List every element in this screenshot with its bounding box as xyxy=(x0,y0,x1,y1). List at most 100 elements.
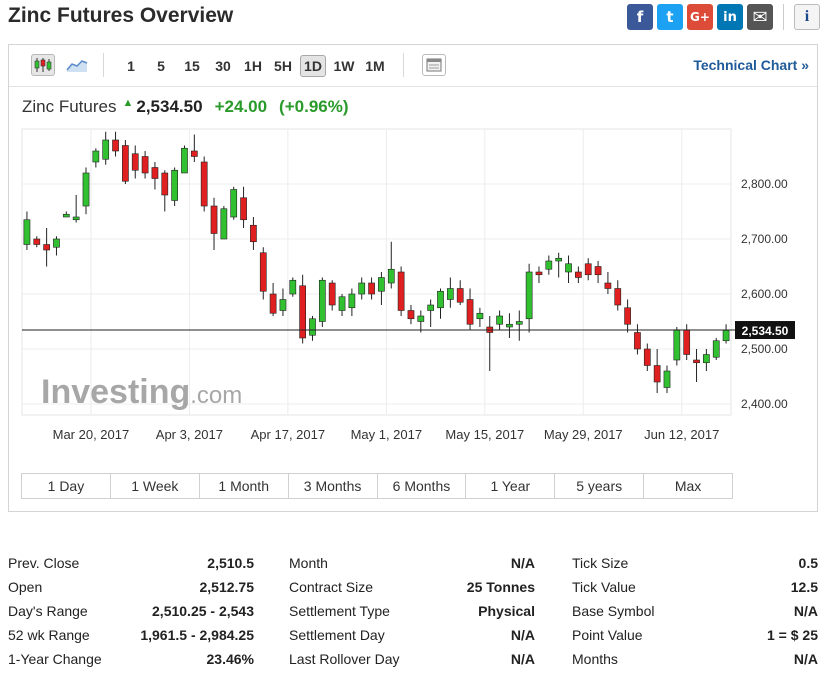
candle-body xyxy=(545,260,553,270)
x-tick-label: May 1, 2017 xyxy=(351,427,423,442)
stat-value: 2,510.5 xyxy=(207,555,254,571)
range-6-months[interactable]: 6 Months xyxy=(378,474,467,498)
candle-body xyxy=(378,277,385,292)
range-3-months[interactable]: 3 Months xyxy=(289,474,378,498)
interval-1d[interactable]: 1D xyxy=(300,55,326,77)
range-1-month[interactable]: 1 Month xyxy=(200,474,289,498)
x-tick-label: Jun 12, 2017 xyxy=(644,427,719,442)
interval-5[interactable]: 5 xyxy=(157,58,165,74)
candle-body xyxy=(279,299,287,311)
plot-frame xyxy=(21,128,732,416)
stat-value: 0.5 xyxy=(798,555,818,571)
range-1-day[interactable]: 1 Day xyxy=(22,474,111,498)
stat-value: 2,510.25 - 2,543 xyxy=(152,603,254,619)
range-max[interactable]: Max xyxy=(674,478,702,494)
candle-body xyxy=(358,282,366,295)
twitter-icon[interactable]: t xyxy=(657,4,683,30)
area-chart-icon[interactable] xyxy=(65,54,89,76)
stat-label: Base Symbol xyxy=(572,603,655,619)
stats-column-3: Tick Size 0.5 Tick Value 12.5 Base Symbol N… xyxy=(572,551,818,671)
investing-watermark: Investing.com xyxy=(41,373,242,411)
quote-line: Zinc Futures ▲ 2,534.50 +24.00 (+0.96%) xyxy=(22,97,349,117)
candle-body xyxy=(131,153,139,171)
stat-row: Settlement Type Physical xyxy=(289,599,535,623)
candle-body xyxy=(112,139,119,152)
x-tick-label: May 15, 2017 xyxy=(445,427,524,442)
stat-row: Open 2,512.75 xyxy=(8,575,254,599)
candle-body xyxy=(43,244,50,251)
stat-label: Day's Range xyxy=(8,603,88,619)
candle-body xyxy=(417,315,425,322)
candle-body xyxy=(722,329,730,342)
candle-body xyxy=(328,282,336,306)
range-5-years[interactable]: 5 years xyxy=(555,474,645,498)
candle-body xyxy=(190,150,198,157)
current-price-label: 2,534.50 xyxy=(742,324,789,338)
current-price-label-bg xyxy=(735,321,795,340)
interval-30[interactable]: 30 xyxy=(215,58,231,74)
candle-body xyxy=(309,318,316,336)
stat-label: Open xyxy=(8,579,43,595)
share-divider xyxy=(783,4,784,30)
interval-1m[interactable]: 1M xyxy=(365,58,385,74)
candle-body xyxy=(259,252,267,292)
candle-body xyxy=(289,279,297,295)
stat-value: N/A xyxy=(793,603,818,619)
candle-body xyxy=(181,147,188,174)
stat-label: Prev. Close xyxy=(8,555,80,571)
stat-row: Point Value 1 = $ 25 xyxy=(572,623,818,647)
stat-row: Base Symbol N/A xyxy=(572,599,818,623)
technical-chart-link[interactable]: Technical Chart » xyxy=(693,57,809,73)
x-tick-label: Mar 20, 2017 xyxy=(53,427,130,442)
stat-row: Tick Value 12.5 xyxy=(572,575,818,599)
candle-body xyxy=(240,197,247,221)
range-1-year[interactable]: 1 Year xyxy=(466,474,556,498)
stat-value: 2,512.75 xyxy=(199,579,255,595)
interval-1[interactable]: 1 xyxy=(127,58,135,74)
candle-body xyxy=(535,271,543,276)
candle-body xyxy=(82,172,90,207)
candle-body xyxy=(624,307,631,325)
stat-label: 52 wk Range xyxy=(8,627,90,643)
candle-body xyxy=(122,145,129,182)
interval-15[interactable]: 15 xyxy=(184,58,200,74)
stat-value: N/A xyxy=(510,555,535,571)
share-bar: f t G+ in ✉ i xyxy=(627,4,820,30)
candle-body xyxy=(210,205,218,234)
candle-body xyxy=(584,263,592,276)
candle-body xyxy=(476,312,484,320)
candle-body xyxy=(555,257,563,262)
candle-body xyxy=(220,208,228,240)
stat-row: Tick Size 0.5 xyxy=(572,551,818,575)
stat-label: Month xyxy=(289,555,328,571)
facebook-icon[interactable]: f xyxy=(627,4,653,30)
candle-body xyxy=(200,161,208,207)
google-plus-icon[interactable]: G+ xyxy=(687,4,713,30)
chart-settings-icon[interactable] xyxy=(422,54,446,76)
candle-body xyxy=(397,271,405,311)
chart-toolbar: 1 5 15 30 1H 5H 1D 1W 1M Technical Chart… xyxy=(9,45,817,87)
stat-label: 1-Year Change xyxy=(8,651,102,667)
linkedin-icon[interactable]: in xyxy=(717,4,743,30)
email-icon[interactable]: ✉ xyxy=(747,4,773,30)
stat-row: Prev. Close 2,510.5 xyxy=(8,551,254,575)
toolbar-divider xyxy=(403,53,404,77)
info-icon[interactable]: i xyxy=(794,4,820,30)
candlestick-chart-icon[interactable] xyxy=(31,54,55,76)
interval-1w[interactable]: 1W xyxy=(333,58,355,74)
candle-body xyxy=(437,290,444,309)
up-arrow-icon: ▲ xyxy=(122,97,134,109)
range-1-week[interactable]: 1 Week xyxy=(111,474,200,498)
interval-5h[interactable]: 5H xyxy=(274,58,292,74)
candle-body xyxy=(496,315,503,325)
candle-body xyxy=(712,340,720,358)
stat-row: Last Rollover Day N/A xyxy=(289,647,535,671)
stat-value: 12.5 xyxy=(790,579,818,595)
candle-body xyxy=(703,354,710,364)
price-chart[interactable]: 2,800.00 2,700.00 2,600.00 2,500.00 2,400.00… xyxy=(9,45,819,465)
candle-body xyxy=(634,332,641,350)
stat-row: Months N/A xyxy=(572,647,818,671)
interval-1h[interactable]: 1H xyxy=(244,58,262,74)
stat-label: Contract Size xyxy=(289,579,374,595)
toolbar-divider xyxy=(103,53,104,77)
